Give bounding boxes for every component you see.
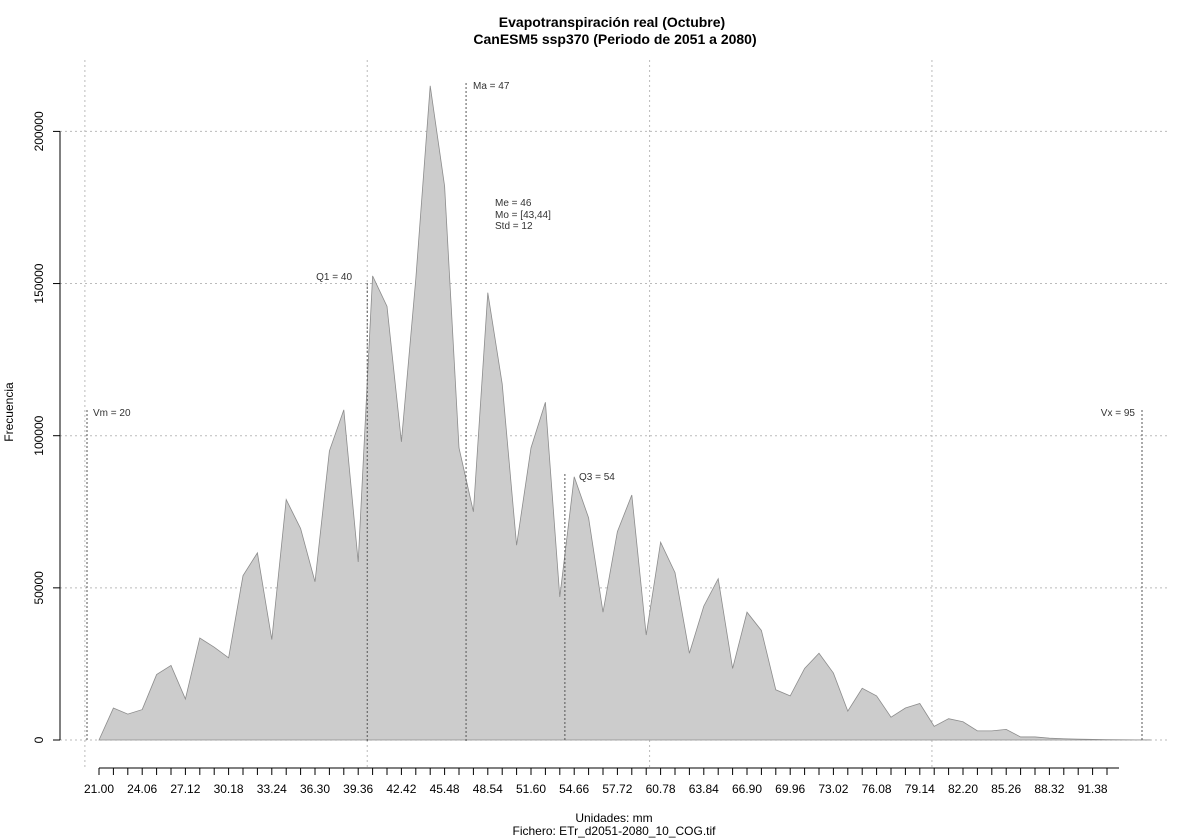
y-axis-label: Frecuencia [2,382,16,442]
x-tick-label: 76.08 [862,782,892,796]
x-tick-label: 21.00 [84,782,114,796]
x-tick-label: 63.84 [689,782,719,796]
reference-lines [86,83,1143,741]
stat-annotation: Q3 = 54 [579,472,615,483]
stat-annotation: Std = 12 [495,221,533,232]
x-tick-label: 91.38 [1078,782,1108,796]
x-tick-label: 24.06 [127,782,157,796]
stat-annotation: Q1 = 40 [316,272,352,283]
x-tick-label: 33.24 [257,782,287,796]
x-tick-label: 27.12 [170,782,200,796]
y-tick-label: 0 [32,736,46,743]
x-tick-label: 48.54 [473,782,503,796]
stat-annotation: Vm = 20 [93,408,131,419]
x-tick-label: 82.20 [948,782,978,796]
stat-annotation: Ma = 47 [473,81,510,92]
x-tick-label: 42.42 [386,782,416,796]
x-axis: 21.00 24.06 27.12 30.18 33.24 36.30 39.36 42.42… [84,767,1119,796]
file-caption: Fichero: ETr_d2051-2080_10_COG.tif [513,824,717,838]
y-axis: 0 50000 100000 150000 200000 [32,111,61,743]
x-axis-label: Unidades: mm [575,811,652,825]
x-tick-label: 57.72 [602,782,632,796]
y-tick-label: 200000 [32,111,46,151]
stat-annotation: Vx = 95 [1101,408,1136,419]
frequency-area [98,85,1151,741]
x-tick-label: 39.36 [343,782,373,796]
x-tick-label: 88.32 [1034,782,1064,796]
x-tick-label: 30.18 [214,782,244,796]
stat-annotation: Me = 46 [495,198,532,209]
x-tick-label: 69.96 [775,782,805,796]
x-tick-label: 51.60 [516,782,546,796]
chart-subtitle: CanESM5 ssp370 (Periodo de 2051 a 2080) [473,31,756,47]
annotations: Vm = 20 Q1 = 40 Ma = 47 Q3 = 54 Vx = 95 Me = … [93,81,1135,483]
y-tick-label: 50000 [32,571,46,605]
x-tick-label: 60.78 [646,782,676,796]
x-tick-label: 73.02 [818,782,848,796]
chart-title: Evapotranspiración real (Octubre) [499,14,725,30]
plot-area [98,85,1151,741]
y-tick-label: 100000 [32,415,46,455]
x-tick-label: 36.30 [300,782,330,796]
x-tick-label: 54.66 [559,782,589,796]
stat-annotation: Mo = [43,44] [495,210,551,221]
x-tick-label: 79.14 [905,782,935,796]
x-tick-label: 45.48 [430,782,460,796]
x-tick-label: 66.90 [732,782,762,796]
x-tick-label: 85.26 [991,782,1021,796]
y-tick-label: 150000 [32,263,46,303]
